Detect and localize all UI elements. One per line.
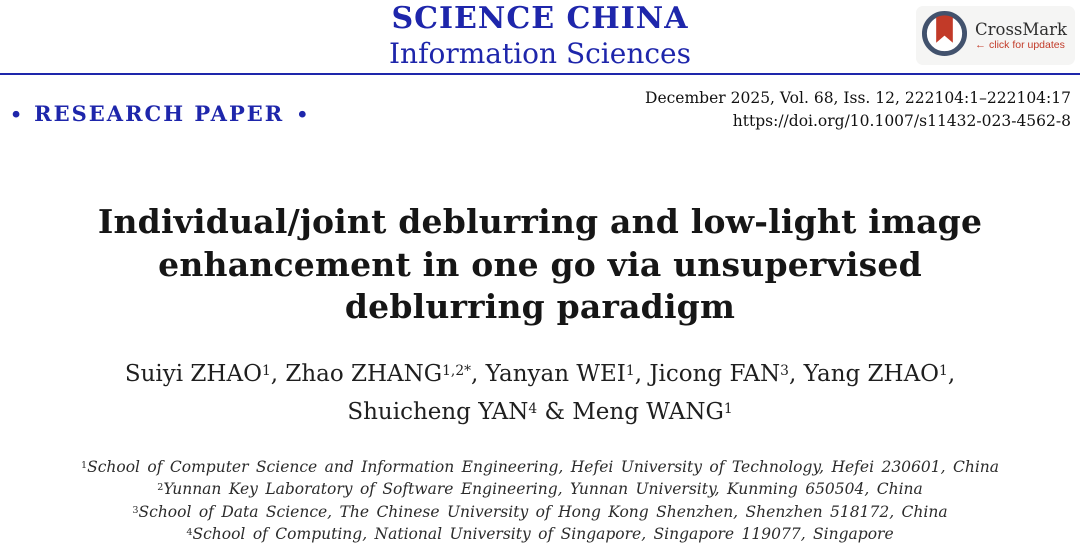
affiliation-text: School of Computer Science and Informati…: [87, 458, 1000, 476]
affiliation: 2Yunnan Key Laboratory of Software Engin…: [0, 478, 1080, 500]
affiliation-list: 1School of Computer Science and Informat…: [0, 456, 1080, 546]
author-separator: ,: [947, 361, 956, 387]
author-name: Zhao ZHANG: [285, 361, 443, 387]
issue-line: December 2025, Vol. 68, Iss. 12, 222104:…: [645, 89, 1071, 107]
author-name: Shuicheng YAN: [347, 399, 529, 425]
crossmark-icon: [921, 10, 968, 61]
author-separator: ,: [788, 361, 804, 387]
author-affil-sup: 1: [625, 362, 635, 379]
author-line-1: Suiyi ZHAO1, Zhao ZHANG1,2*, Yanyan WEI1…: [0, 355, 1080, 393]
affiliation-sup: 3: [132, 504, 139, 516]
crossmark-sublabel: click for updates: [989, 38, 1065, 51]
author: Yang ZHAO1,: [804, 361, 956, 387]
crossmark-label: CrossMark: [975, 19, 1067, 39]
author-affil-sup: 1,2*: [442, 362, 471, 379]
author-separator: ,: [634, 361, 650, 387]
author-separator: ,: [270, 361, 286, 387]
affiliation: 1School of Computer Science and Informat…: [0, 456, 1080, 478]
author-list: Suiyi ZHAO1, Zhao ZHANG1,2*, Yanyan WEI1…: [0, 355, 1080, 431]
affiliation: 3School of Data Science, The Chinese Uni…: [0, 501, 1080, 523]
journal-name: SCIENCE CHINA: [391, 1, 689, 36]
author-name: Yang ZHAO: [803, 361, 940, 387]
crossmark-badge[interactable]: CrossMark ← click for updates: [916, 6, 1075, 65]
affiliation: 4School of Computing, National Universit…: [0, 523, 1080, 545]
crossmark-sublabel-row: ← click for updates: [975, 39, 1065, 52]
author-line-2: Shuicheng YAN4 & Meng WANG1: [0, 393, 1080, 431]
affiliation-text: School of Data Science, The Chinese Univ…: [138, 502, 948, 521]
author-affil-sup: 1: [261, 362, 271, 379]
author: Meng WANG1: [572, 399, 732, 425]
author: Shuicheng YAN4 &: [347, 399, 572, 425]
issue-block: December 2025, Vol. 68, Iss. 12, 222104:…: [645, 87, 1071, 133]
bullet-icon: •: [296, 104, 309, 126]
author: Jicong FAN3,: [649, 361, 803, 387]
affiliation-text: School of Computing, National University…: [192, 525, 894, 544]
author: Zhao ZHANG1,2*,: [285, 361, 485, 387]
crossmark-text: CrossMark ← click for updates: [975, 20, 1067, 52]
paper-title: Individual/joint deblurring and low-ligh…: [0, 201, 1080, 329]
author-affil-sup: 1: [723, 400, 733, 417]
section-label: • RESEARCH PAPER •: [10, 101, 308, 126]
author-name: Yanyan WEI: [485, 361, 626, 387]
author-affil-sup: 3: [780, 362, 789, 379]
author-name: Jicong FAN: [649, 361, 781, 387]
journal-subtitle: Information Sciences: [389, 37, 691, 70]
left-arrow-icon: ←: [975, 38, 986, 51]
author-affil-sup: 4: [528, 400, 538, 417]
doi-link[interactable]: https://doi.org/10.1007/s11432-023-4562-…: [732, 112, 1071, 130]
journal-masthead: SCIENCE CHINA Information Sciences: [0, 0, 1080, 75]
author: Yanyan WEI1,: [486, 361, 650, 387]
bullet-icon: •: [10, 104, 23, 126]
author-separator: &: [537, 399, 573, 425]
author-affil-sup: 1: [939, 362, 948, 379]
affiliation-text: Yunnan Key Laboratory of Software Engine…: [163, 480, 923, 499]
author-name: Meng WANG: [572, 399, 724, 425]
author: Suiyi ZHAO1,: [125, 361, 286, 387]
section-label-text: RESEARCH PAPER: [34, 101, 285, 126]
affiliation-sup: 2: [157, 482, 164, 494]
author-name: Suiyi ZHAO: [124, 361, 262, 387]
author-separator: ,: [471, 361, 486, 387]
title-line-2: enhancement in one go via unsupervised: [158, 244, 922, 284]
title-line-1: Individual/joint deblurring and low-ligh…: [97, 202, 983, 241]
affiliation-sup: 4: [186, 526, 193, 538]
title-line-3: deblurring paradigm: [344, 287, 736, 326]
affiliation-sup: 1: [80, 459, 88, 471]
